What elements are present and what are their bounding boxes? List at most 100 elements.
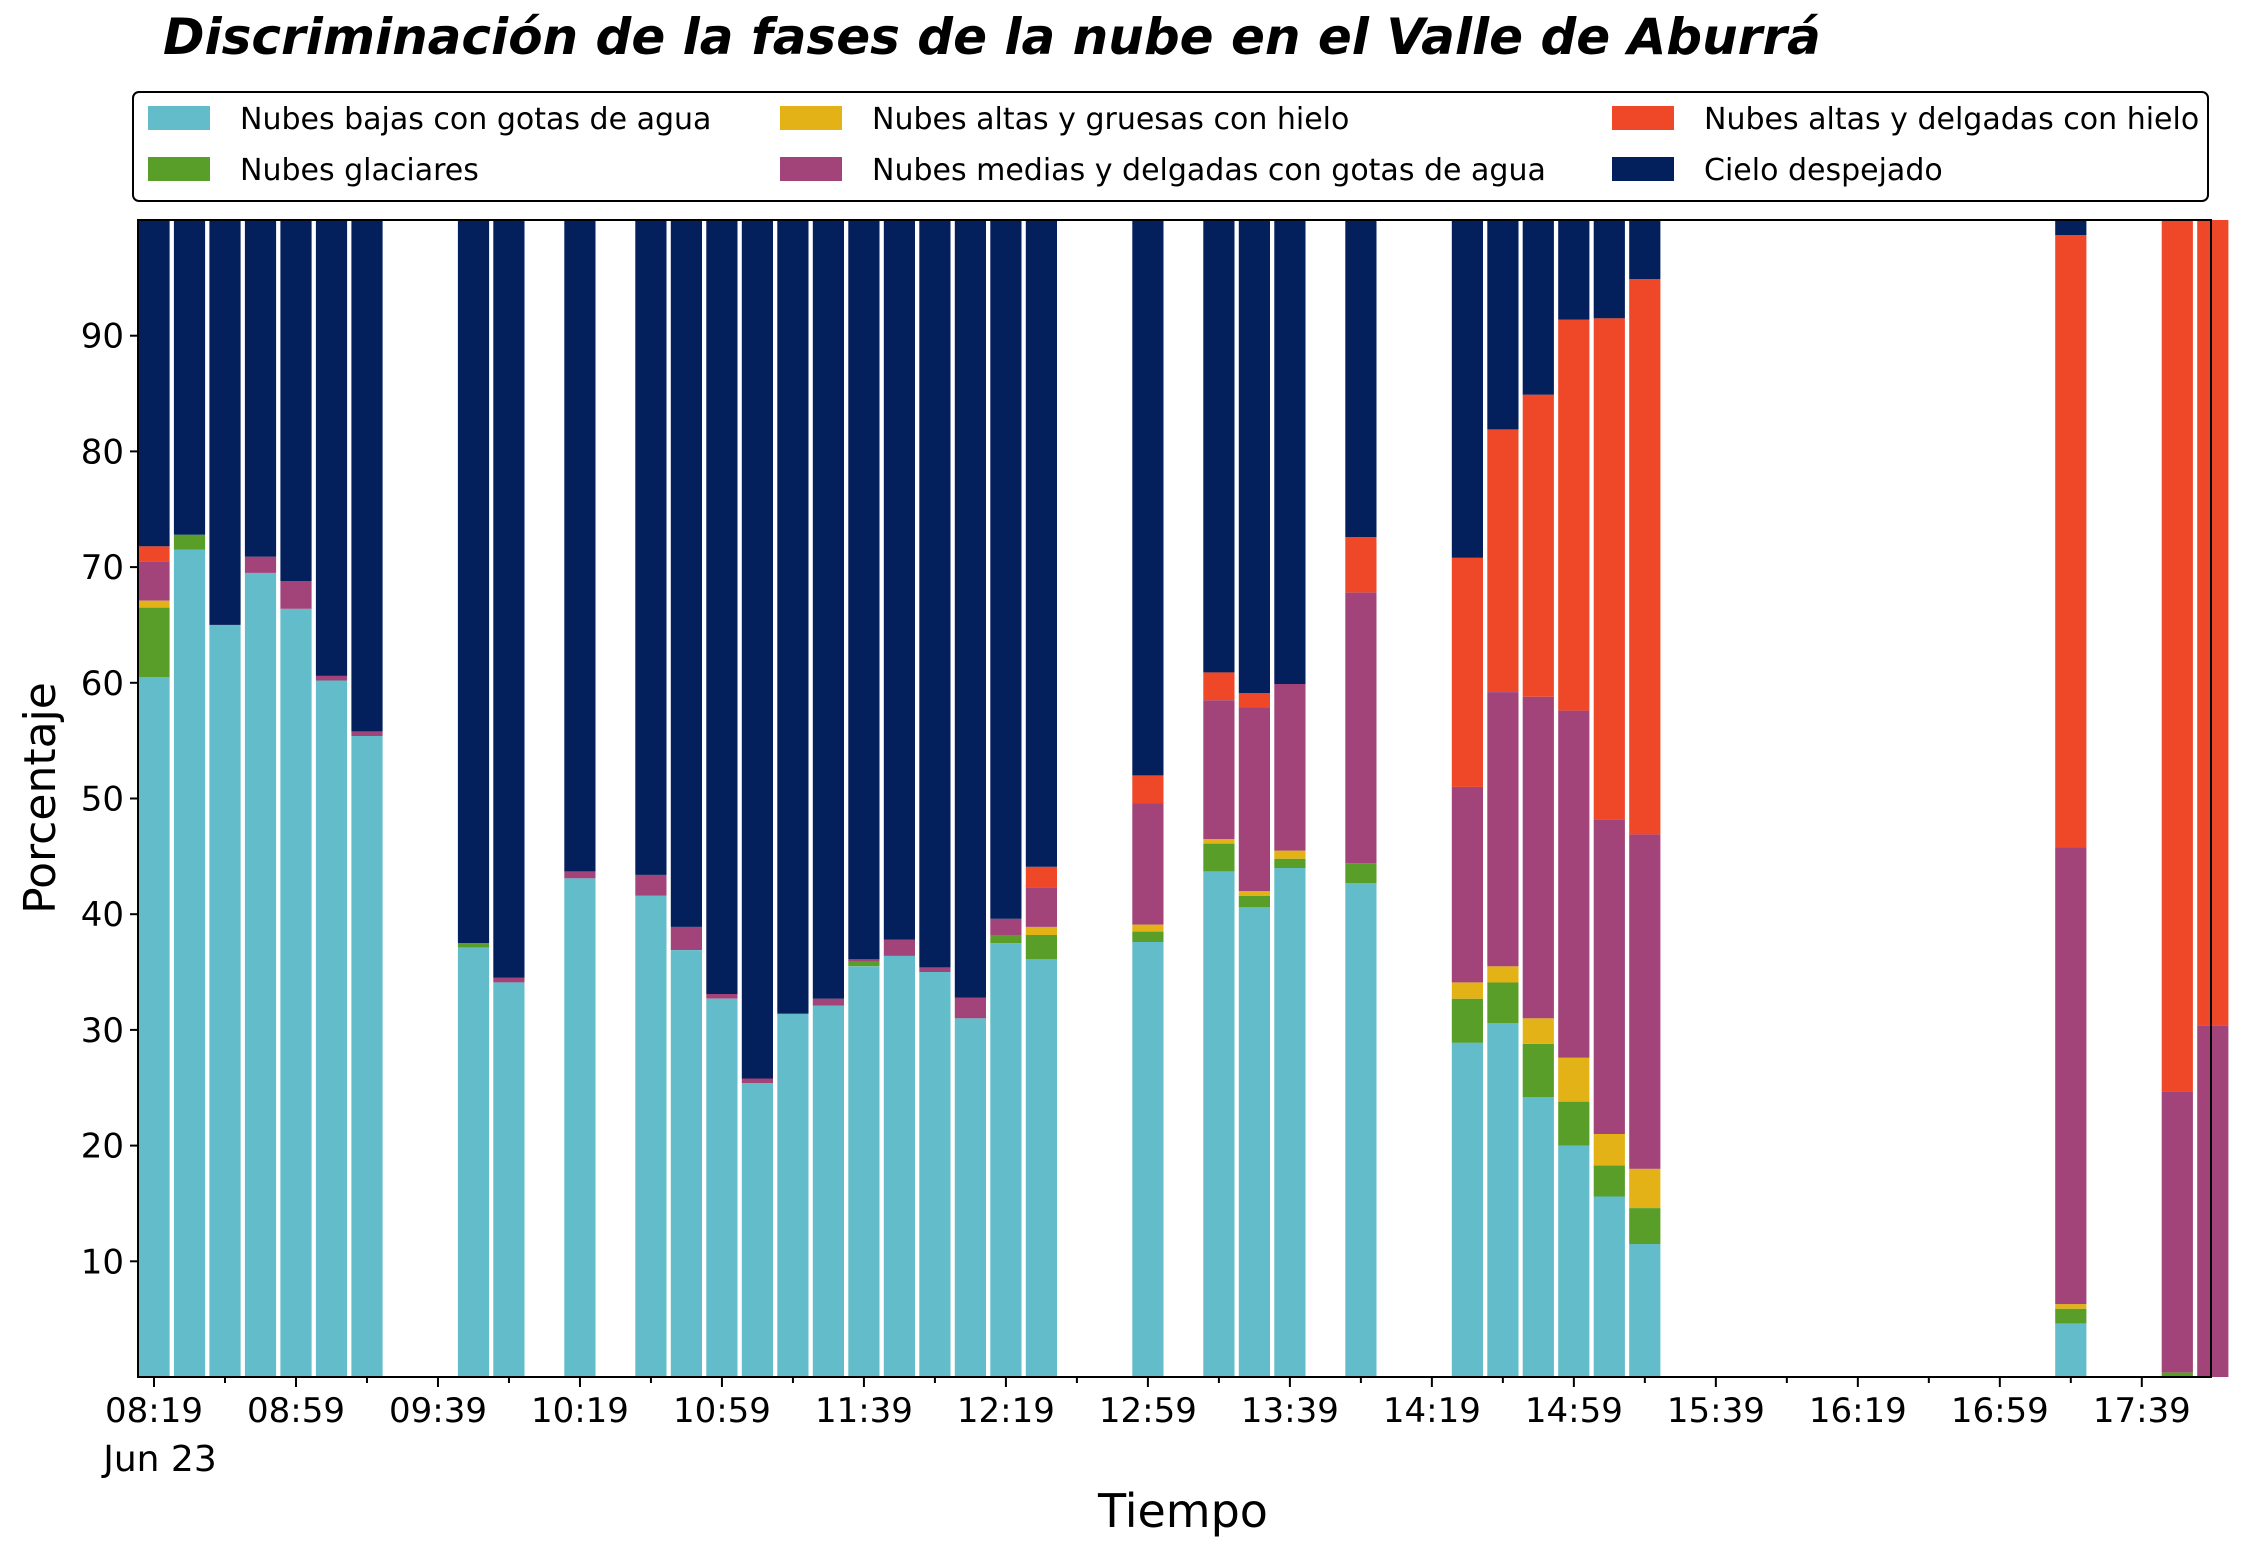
x-axis: 08:19 08:59 09:39 10:19 10:59 11:39 12:19 12:59… — [105, 1377, 2191, 1431]
bar-segment — [1522, 696, 1554, 1019]
bar-segment — [457, 943, 490, 948]
x-tick-label: 16:19 — [1809, 1391, 1907, 1431]
bar-segment — [315, 680, 348, 1377]
bar-segment — [2055, 847, 2087, 1305]
y-tick-label: 20 — [81, 1127, 124, 1167]
bar-segment — [919, 972, 951, 1377]
x-tick-label: 15:39 — [1667, 1391, 1765, 1431]
bar-segment — [1522, 220, 1554, 395]
y-axis: 10 20 30 40 50 60 70 80 90 — [81, 317, 138, 1282]
bar-segment — [1203, 839, 1235, 844]
bar-segment — [244, 572, 277, 1377]
bar-segment — [883, 220, 915, 940]
bar-segment — [244, 220, 277, 557]
y-tick-label: 30 — [81, 1011, 124, 1051]
legend-swatch — [1612, 106, 1674, 130]
y-tick-label: 60 — [81, 664, 124, 704]
bar-segment — [1345, 863, 1377, 883]
bar-segment — [1345, 883, 1377, 1377]
bar-segment — [954, 997, 986, 1019]
x-axis-sublabel: Jun 23 — [101, 1439, 217, 1480]
bar-segment — [1593, 318, 1625, 820]
bar-segment — [564, 220, 596, 872]
bar-segment — [138, 677, 170, 1377]
y-tick-label: 40 — [81, 895, 124, 935]
bar-segment — [1132, 942, 1164, 1377]
bar-segment — [954, 1018, 986, 1377]
bar-segment — [2055, 1304, 2087, 1309]
bar-segment — [990, 935, 1022, 944]
bar-segment — [635, 895, 667, 1377]
x-tick-label: 14:59 — [1525, 1391, 1623, 1431]
bar-segment — [706, 998, 738, 1377]
bar-segment — [812, 1005, 844, 1377]
bar-segment — [670, 950, 702, 1377]
bar-segment — [1629, 1208, 1661, 1244]
y-tick-label: 70 — [81, 548, 124, 588]
y-tick-label: 50 — [81, 780, 124, 820]
bar-segment — [1558, 319, 1590, 711]
bar-segment — [812, 220, 844, 999]
legend-label: Nubes altas y delgadas con hielo — [1704, 102, 2199, 137]
bar-segment — [173, 534, 206, 550]
bar-segment — [1203, 700, 1235, 839]
bar-segment — [138, 220, 170, 547]
bar-segment — [280, 220, 312, 581]
legend-label: Nubes medias y delgadas con gotas de agu… — [872, 153, 1546, 188]
legend-swatch — [780, 157, 842, 181]
bar-segment — [457, 947, 490, 1377]
bar-segment — [173, 220, 206, 535]
bar-segment — [1487, 966, 1519, 983]
bar-segment — [2197, 220, 2229, 1026]
bar-segment — [1238, 693, 1270, 708]
bar-segment — [564, 878, 596, 1377]
bar-segment — [1451, 982, 1483, 999]
bar-segment — [848, 959, 880, 962]
bar-segment — [954, 220, 986, 998]
bar-segment — [209, 220, 241, 625]
x-tick-label: 12:19 — [957, 1391, 1055, 1431]
bar-segment — [138, 546, 170, 562]
bar-segment — [351, 736, 383, 1377]
bar-segment — [706, 994, 738, 999]
bar-segment — [1522, 1097, 1554, 1377]
bar-segment — [1274, 850, 1306, 859]
bar-segment — [1451, 786, 1483, 983]
bar-segment — [1025, 959, 1057, 1377]
bar-segment — [1274, 220, 1306, 684]
x-tick-label: 09:39 — [389, 1391, 487, 1431]
bar-segment — [2161, 220, 2193, 1092]
bar-segment — [1274, 684, 1306, 851]
bar-segment — [670, 220, 702, 927]
bar-segment — [1025, 220, 1057, 867]
bar-segment — [173, 549, 206, 1377]
x-axis-label: Tiempo — [1097, 1484, 1268, 1538]
bar-segment — [1451, 220, 1483, 558]
bar-segment — [1238, 895, 1270, 908]
bar-segment — [315, 675, 348, 681]
x-tick-label: 17:39 — [2093, 1391, 2191, 1431]
bar-segment — [1025, 887, 1057, 927]
bar-segment — [1558, 1057, 1590, 1102]
bar-segment — [848, 966, 880, 1377]
bar-segment — [670, 926, 702, 950]
bar-segment — [741, 220, 773, 1079]
bar-segment — [777, 220, 809, 1014]
bar-segment — [2055, 220, 2087, 235]
bar-segment — [1238, 891, 1270, 896]
bar-segment — [1132, 931, 1164, 942]
bar-segment — [1629, 220, 1661, 279]
bar-segment — [280, 608, 312, 1377]
bar-segment — [635, 874, 667, 896]
bar-segment — [1451, 998, 1483, 1043]
bar-segment — [351, 220, 383, 732]
bar-segment — [209, 624, 241, 1377]
bar-segment — [812, 998, 844, 1006]
bar-segment — [2055, 1308, 2087, 1324]
bar-segment — [741, 1083, 773, 1377]
bar-segment — [990, 220, 1022, 919]
chart-title: Discriminación de la fases de la nube en… — [163, 8, 1821, 66]
bar-segment — [1203, 672, 1235, 701]
bar-segment — [1345, 220, 1377, 537]
